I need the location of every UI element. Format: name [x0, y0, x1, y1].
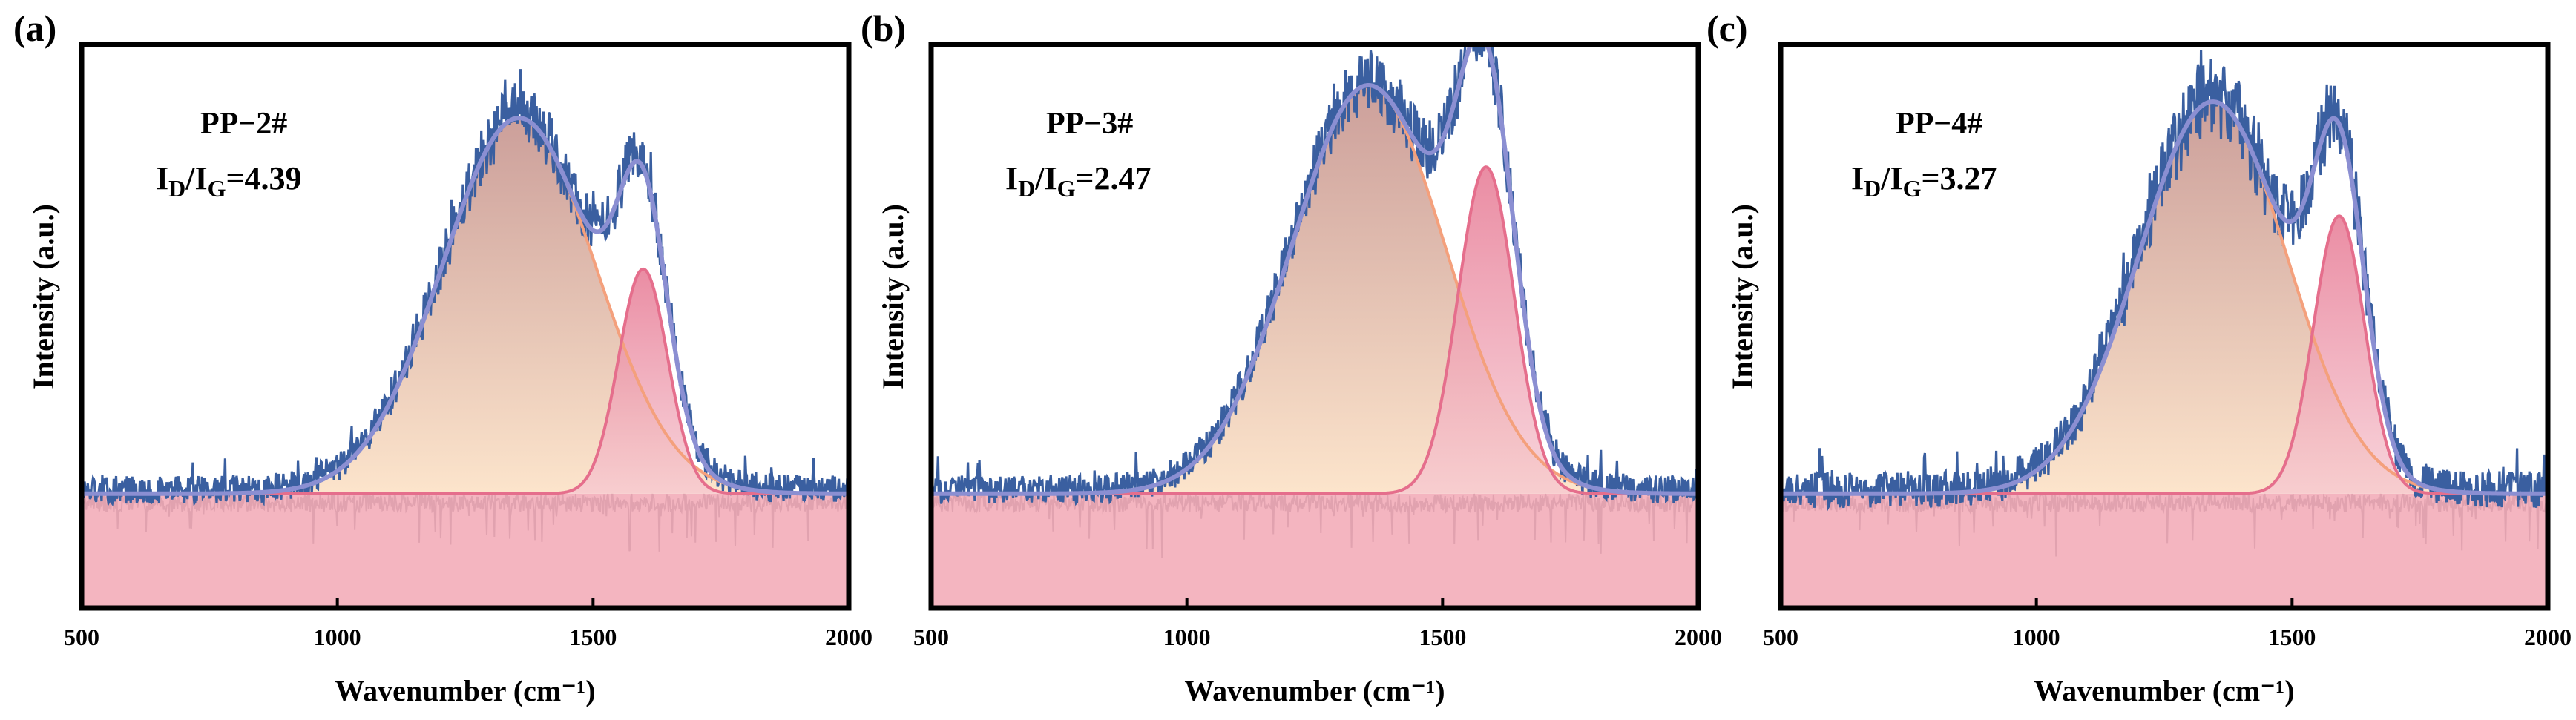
panel-label: (c): [1706, 7, 1748, 49]
x-axis-label: Wavenumber (cm⁻¹): [2034, 674, 2294, 707]
id-ig-ratio: ID/IG=2.47: [1005, 160, 1151, 202]
x-tick-label: 500: [64, 624, 99, 650]
y-axis-label: Intensity (a.u.): [876, 204, 910, 389]
g-band-fill: [1781, 216, 2548, 494]
x-tick-label: 1500: [2268, 624, 2316, 650]
plot-frame: [1778, 42, 2551, 611]
cumulative-fit-line: [931, 44, 1698, 496]
sample-name: PP−2#: [200, 107, 287, 141]
sample-name: PP−4#: [1896, 107, 1982, 141]
d-band-fill: [931, 85, 1698, 494]
noise-reflection: [1781, 491, 2548, 557]
x-tick-label: 2000: [825, 624, 873, 650]
x-tick-label: 2000: [1675, 624, 1722, 650]
x-axis-label: Wavenumber (cm⁻¹): [335, 674, 595, 707]
d-band-fill: [82, 118, 849, 494]
chart-panel-3: 500 1000 1500 2000 Wavenumber (cm⁻¹) Intensit…: [1706, 7, 2572, 707]
y-axis-label: Intensity (a.u.): [1726, 204, 1759, 389]
x-tick-label: 1000: [2013, 624, 2060, 650]
sample-name: PP−3#: [1046, 107, 1133, 141]
noise-reflection: [931, 491, 1698, 558]
panel-label: (b): [861, 7, 906, 49]
x-tick-label: 500: [913, 624, 949, 650]
x-tick-label: 500: [1763, 624, 1798, 650]
x-tick-label: 1000: [1163, 624, 1211, 650]
g-band-fill: [82, 268, 849, 494]
chart-panel-2: 500 1000 1500 2000 Wavenumber (cm⁻¹) Intensit…: [861, 7, 1722, 707]
plot-area: [1781, 50, 2548, 608]
baseline-fill: [82, 493, 849, 608]
plot-area: [82, 69, 849, 608]
plot-area: [931, 44, 1698, 608]
chart-panel-1: 500 1000 1500 2000 Wavenumber (cm⁻¹) Intensit…: [13, 7, 873, 707]
baseline-fill: [931, 493, 1698, 608]
cumulative-fit-line: [1781, 99, 2548, 496]
x-tick-label: 1500: [569, 624, 617, 650]
d-band-fill: [1781, 102, 2548, 494]
id-ig-ratio: ID/IG=4.39: [156, 160, 302, 202]
noise-reflection: [82, 491, 849, 552]
panel-label: (a): [13, 7, 56, 49]
plot-frame: [928, 42, 1701, 611]
cumulative-fit-line: [82, 116, 849, 496]
y-axis-label: Intensity (a.u.): [27, 204, 60, 389]
x-tick-label: 1000: [314, 624, 361, 650]
x-tick-label: 2000: [2524, 624, 2572, 650]
id-ig-ratio: ID/IG=3.27: [1851, 160, 1997, 202]
x-tick-label: 1500: [1419, 624, 1466, 650]
x-axis-label: Wavenumber (cm⁻¹): [1184, 674, 1445, 707]
plot-frame: [79, 42, 852, 611]
